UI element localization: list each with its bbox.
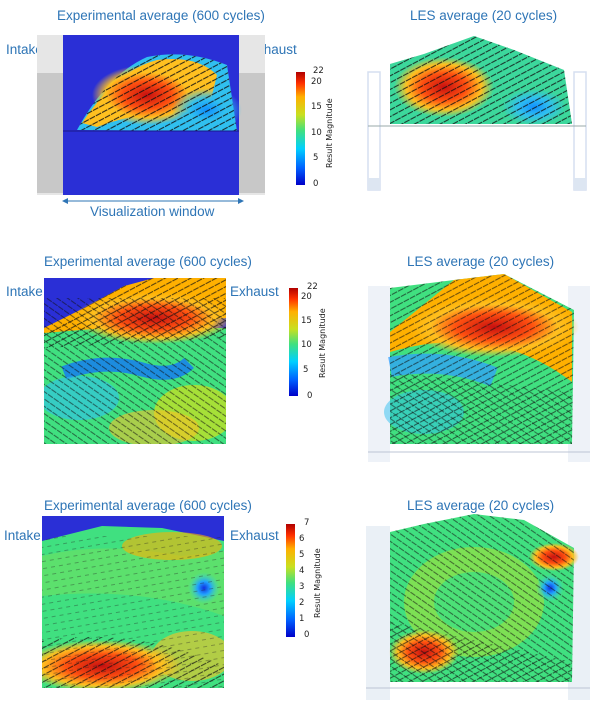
cb2-tick-10: 10	[301, 340, 312, 350]
cb2-tick-22: 22	[307, 282, 318, 292]
colorbar-1	[296, 72, 305, 185]
colorbar-2	[289, 288, 298, 396]
les-field-1	[367, 36, 587, 191]
intake-label-3: Intake	[4, 528, 41, 543]
cb1-tick-22: 22	[313, 66, 324, 76]
intake-label-1: Intake	[6, 42, 43, 57]
cb3-title: Result Magnitude	[313, 548, 322, 618]
exp-field-1	[37, 35, 265, 195]
window-arrow	[62, 198, 244, 204]
les-title-1: LES average (20 cycles)	[410, 8, 558, 23]
cb1-title: Result Magnitude	[325, 98, 334, 168]
cb2-tick-0: 0	[307, 391, 313, 401]
cb1-tick-15: 15	[311, 102, 322, 112]
window-label: Visualization window	[90, 204, 215, 219]
cb1-tick-0: 0	[313, 179, 319, 189]
cb2-tick-15: 15	[301, 316, 312, 326]
les-title-2: LES average (20 cycles)	[407, 254, 555, 269]
les-field-2	[368, 274, 590, 462]
cb2-title: Result Magnitude	[318, 308, 327, 378]
cb3-tick-7: 7	[304, 518, 310, 528]
exhaust-label-3: Exhaust	[230, 528, 279, 543]
cb1-tick-10: 10	[311, 128, 322, 138]
exhaust-label-2: Exhaust	[230, 284, 279, 299]
cb1-tick-5: 5	[313, 153, 319, 163]
les-field-3	[366, 514, 590, 700]
exp-title-3: Experimental average (600 cycles)	[44, 498, 252, 513]
cb3-tick-1: 1	[299, 614, 305, 624]
intake-label-2: Intake	[6, 284, 43, 299]
cb3-tick-0: 0	[304, 630, 310, 640]
cb2-tick-20: 20	[301, 292, 312, 302]
cb3-tick-6: 6	[299, 534, 305, 544]
cb3-tick-4: 4	[299, 566, 305, 576]
exp-title-1: Experimental average (600 cycles)	[57, 8, 265, 23]
cb3-tick-5: 5	[299, 550, 305, 560]
les-title-3: LES average (20 cycles)	[407, 498, 555, 513]
cb2-tick-5: 5	[303, 365, 309, 375]
exp-field-3	[42, 516, 224, 688]
cb3-tick-3: 3	[299, 582, 305, 592]
exp-field-2	[44, 278, 226, 444]
cb1-tick-20: 20	[311, 77, 322, 87]
cb3-tick-2: 2	[299, 598, 305, 608]
exp-title-2: Experimental average (600 cycles)	[44, 254, 252, 269]
colorbar-3	[286, 524, 295, 637]
